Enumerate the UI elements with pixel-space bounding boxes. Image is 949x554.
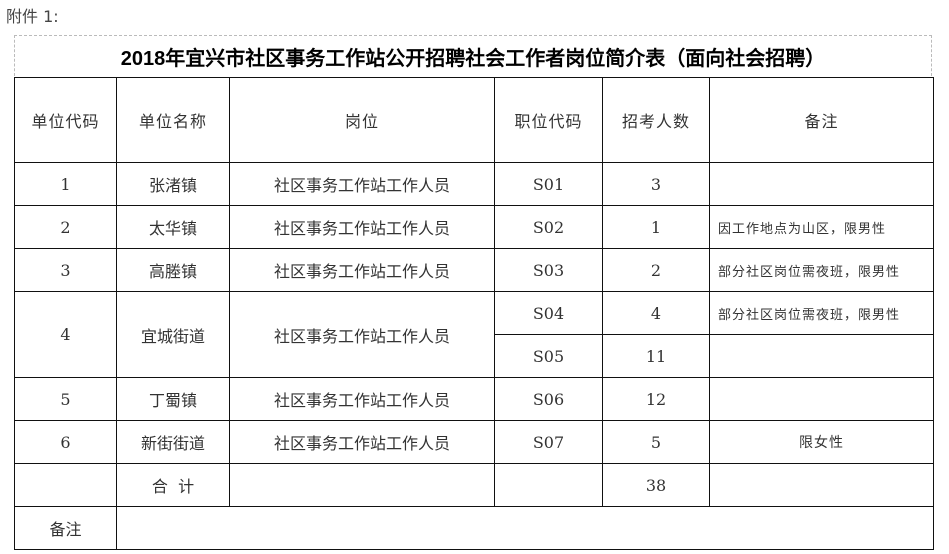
note — [709, 334, 934, 378]
count: 1 — [602, 205, 710, 249]
table-row: 4 宜城街道 社区事务工作站工作人员 S04 4 部分社区岗位需夜班，限男性 — [14, 291, 934, 378]
header-position: 岗位 — [229, 77, 495, 163]
count: 12 — [602, 377, 710, 421]
header-unit-name: 单位名称 — [116, 77, 230, 163]
title-row: 2018年宜兴市社区事务工作站公开招聘社会工作者岗位简介表（面向社会招聘） — [14, 35, 932, 76]
position: 社区事务工作站工作人员 — [229, 377, 495, 421]
table-row: 5 丁蜀镇 社区事务工作站工作人员 S06 12 — [14, 377, 934, 421]
total-label: 合 计 — [116, 463, 230, 507]
table-row: 1 张渚镇 社区事务工作站工作人员 S01 3 — [14, 162, 934, 206]
header-note: 备注 — [709, 77, 934, 163]
job-code: S04 — [494, 291, 603, 335]
unit-code: 2 — [14, 205, 117, 249]
table-row: S05 11 — [15, 334, 934, 378]
note: 部分社区岗位需夜班，限男性 — [709, 291, 934, 335]
position: 社区事务工作站工作人员 — [229, 162, 495, 206]
note — [709, 377, 934, 421]
unit-name: 高塍镇 — [116, 248, 230, 292]
remarks-row: 备注 — [14, 506, 934, 550]
unit-name: 太华镇 — [116, 205, 230, 249]
unit-name: 宜城街道 — [116, 291, 230, 378]
unit-code: 1 — [14, 162, 117, 206]
header-unit-code: 单位代码 — [14, 77, 117, 163]
unit-code: 4 — [14, 291, 117, 378]
job-code: S07 — [494, 420, 603, 464]
unit-name: 新街街道 — [116, 420, 230, 464]
header-job-code: 职位代码 — [494, 77, 603, 163]
attachment-label: 附件 1: — [6, 7, 59, 26]
count: 3 — [602, 162, 710, 206]
unit-code: 5 — [14, 377, 117, 421]
table-row: 2 太华镇 社区事务工作站工作人员 S02 1 因工作地点为山区，限男性 — [14, 205, 934, 249]
header-count: 招考人数 — [602, 77, 710, 163]
count: 11 — [602, 334, 710, 378]
note — [709, 162, 934, 206]
header-row: 单位代码 单位名称 岗位 职位代码 招考人数 备注 — [14, 77, 934, 163]
job-code: S06 — [494, 377, 603, 421]
count: 4 — [602, 291, 710, 335]
page-title: 2018年宜兴市社区事务工作站公开招聘社会工作者岗位简介表（面向社会招聘） — [120, 48, 826, 70]
job-code: S02 — [494, 205, 603, 249]
unit-name: 丁蜀镇 — [116, 377, 230, 421]
note: 限女性 — [709, 420, 934, 464]
position: 社区事务工作站工作人员 — [229, 291, 495, 378]
job-code: S03 — [494, 248, 603, 292]
note: 因工作地点为山区，限男性 — [709, 205, 934, 249]
note: 部分社区岗位需夜班，限男性 — [709, 248, 934, 292]
table-row: 3 高塍镇 社区事务工作站工作人员 S03 2 部分社区岗位需夜班，限男性 — [14, 248, 934, 292]
remarks-content — [116, 506, 934, 550]
position: 社区事务工作站工作人员 — [229, 420, 495, 464]
job-code: S05 — [494, 334, 603, 378]
job-code: S01 — [494, 162, 603, 206]
position: 社区事务工作站工作人员 — [229, 205, 495, 249]
unit-name: 张渚镇 — [116, 162, 230, 206]
remarks-label: 备注 — [14, 506, 117, 550]
total-count: 38 — [602, 463, 710, 507]
count: 5 — [602, 420, 710, 464]
count: 2 — [602, 248, 710, 292]
unit-code: 3 — [14, 248, 117, 292]
table-row: 6 新街街道 社区事务工作站工作人员 S07 5 限女性 — [14, 420, 934, 464]
unit-code: 6 — [14, 420, 117, 464]
positions-table: 单位代码 单位名称 岗位 职位代码 招考人数 备注 1 张渚镇 社区事务工作站工… — [14, 77, 934, 550]
total-row: 合 计 38 — [14, 463, 934, 507]
position: 社区事务工作站工作人员 — [229, 248, 495, 292]
